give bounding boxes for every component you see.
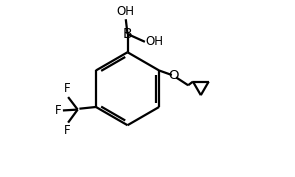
Text: F: F (55, 104, 62, 117)
Text: B: B (123, 27, 132, 41)
Text: O: O (169, 69, 179, 82)
Text: OH: OH (146, 35, 164, 48)
Text: F: F (64, 82, 71, 95)
Text: F: F (64, 124, 71, 137)
Text: OH: OH (117, 5, 135, 18)
